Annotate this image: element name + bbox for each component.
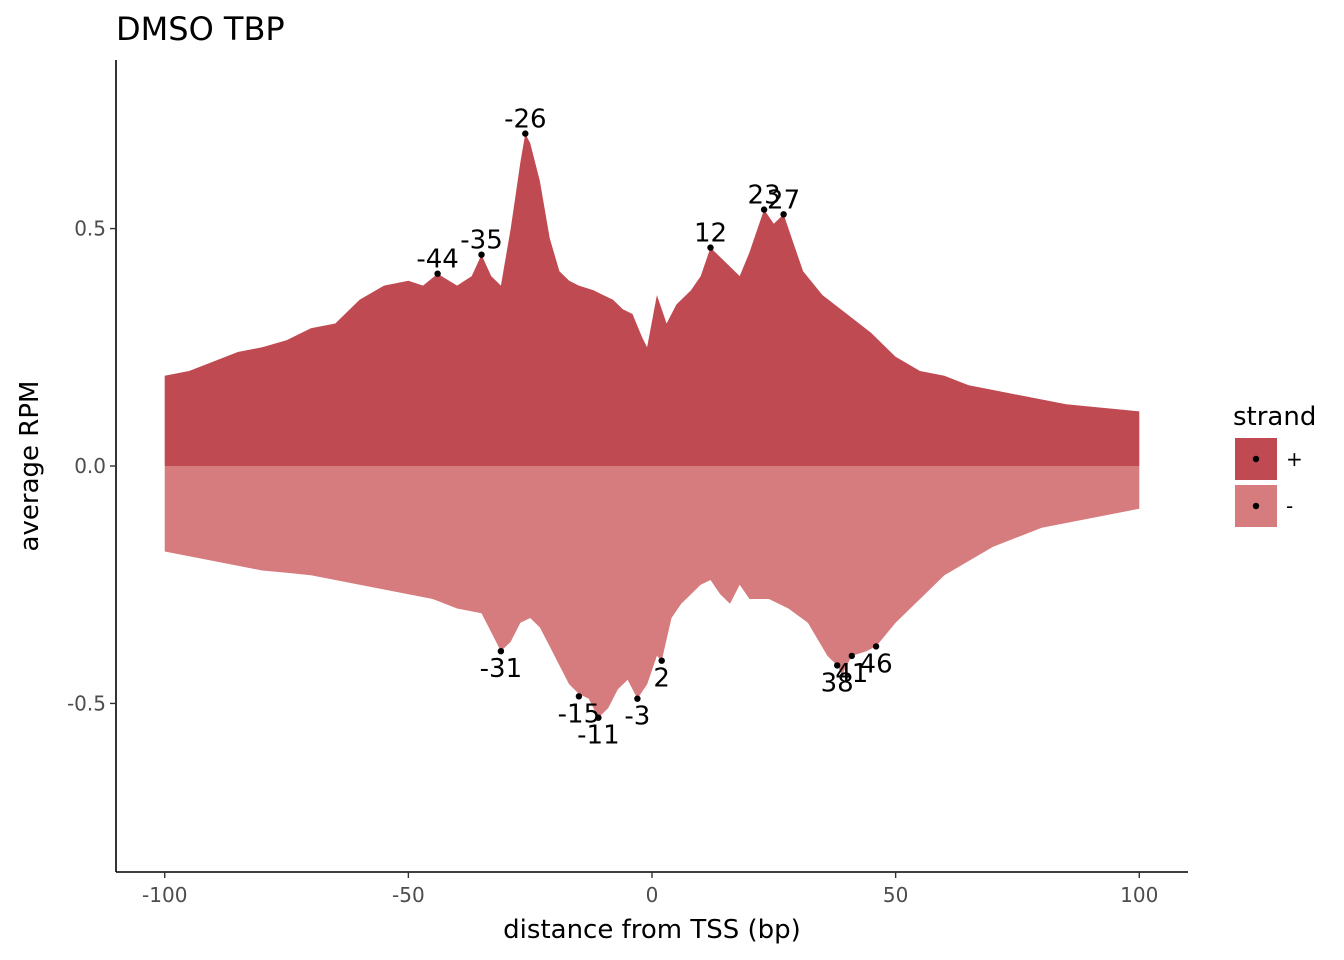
y-ticks: 0.5 0.0 -0.5 [67, 217, 116, 715]
peak-point [595, 714, 602, 721]
x-tick-label: 50 [883, 883, 908, 907]
y-axis-title: average RPM [15, 381, 45, 552]
peak-point [760, 206, 768, 213]
peak-point [780, 211, 787, 218]
peak-point [872, 643, 880, 650]
peak-label: 46 [860, 649, 893, 679]
legend-title: strand [1233, 402, 1316, 432]
y-tick-label: -0.5 [67, 691, 106, 715]
y-tick-label: 0.0 [74, 454, 106, 478]
peak-label: -26 [504, 105, 546, 135]
peak-label: 27 [767, 185, 800, 215]
y-tick-label: 0.5 [74, 217, 106, 241]
chart-title: DMSO TBP [116, 10, 285, 48]
peak-label: 41 [835, 659, 868, 689]
peak-point [497, 648, 505, 655]
area-series-plus [164, 133, 1140, 466]
peak-point [834, 662, 841, 669]
legend-label: - [1286, 494, 1293, 518]
peak-point [634, 695, 641, 702]
legend-key-point [1252, 455, 1260, 463]
x-tick-label: 100 [1120, 883, 1158, 907]
peak-point [478, 251, 485, 258]
peak-point [658, 657, 665, 664]
x-tick-label: -100 [142, 883, 187, 907]
peak-point [434, 270, 441, 277]
peak-label: -44 [416, 245, 458, 275]
x-tick-label: 0 [646, 883, 659, 907]
legend-key-point [1252, 502, 1260, 510]
peak-point [522, 130, 529, 137]
peak-label: -11 [577, 721, 619, 751]
legend: strand + - [1233, 402, 1316, 527]
area-series-minus [164, 466, 1140, 718]
peak-label: -3 [624, 702, 650, 732]
area-layer [164, 133, 1140, 718]
peak-point [707, 244, 714, 251]
peak-label: 23 [748, 181, 781, 211]
peak-label: -31 [480, 654, 522, 684]
peak-label: 38 [821, 668, 854, 698]
peak-label: 2 [653, 664, 670, 694]
peak-label: -15 [558, 699, 600, 729]
peak-point [575, 693, 583, 700]
x-tick-label: -50 [392, 883, 425, 907]
peak-point-layer [434, 130, 880, 721]
peak-point [848, 652, 855, 660]
x-axis-title: distance from TSS (bp) [503, 915, 801, 945]
x-ticks: -100 -50 0 50 100 [142, 872, 1158, 907]
legend-label: + [1286, 447, 1303, 471]
peak-label: 12 [694, 219, 727, 249]
peak-label: -35 [460, 226, 502, 256]
